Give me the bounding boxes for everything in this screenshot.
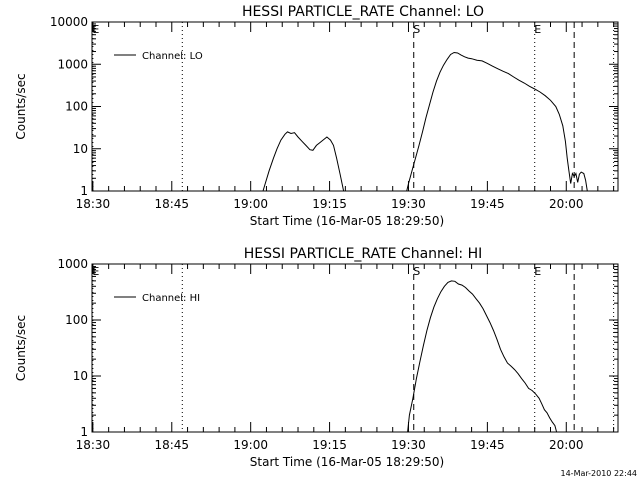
- x-axis-label-hi: Start Time (16-Mar-05 18:29:50): [250, 455, 444, 469]
- panel-lo: HESSI PARTICLE_RATE Channel: LO Counts/se…: [14, 4, 619, 228]
- y-tick-label-lo: 10: [73, 142, 88, 156]
- x-tick-label-hi: 20:00: [549, 438, 584, 452]
- x-tick-label-hi: 19:15: [312, 438, 347, 452]
- x-tick-label-lo: 19:15: [312, 197, 347, 211]
- y-axis-label-lo: Counts/sec: [14, 73, 28, 139]
- marker-label-lo: E: [534, 23, 541, 36]
- x-tick-label-hi: 18:45: [154, 438, 189, 452]
- marker-label-hi: S: [413, 265, 420, 278]
- x-tick-label-lo: 19:30: [391, 197, 426, 211]
- y-tick-label-lo: 10000: [50, 15, 88, 29]
- chart-title-hi: HESSI PARTICLE_RATE Channel: HI: [244, 246, 482, 262]
- legend-label-lo: Channel: LO: [142, 51, 203, 62]
- x-tick-label-hi: 18:30: [76, 438, 111, 452]
- y-tick-label-lo: 1: [80, 184, 88, 198]
- x-tick-label-lo: 18:30: [76, 197, 111, 211]
- series-line-hi: [407, 280, 558, 433]
- y-tick-label-hi: 100: [65, 313, 88, 327]
- marker-label-hi: E: [534, 265, 541, 278]
- y-tick-label-hi: 1000: [57, 257, 88, 271]
- y-tick-label-hi: 1: [80, 425, 88, 439]
- series-line-lo: [406, 51, 588, 192]
- marker-label-lo: E: [92, 23, 99, 36]
- plot-frame-lo: [91, 21, 619, 192]
- x-tick-label-lo: 20:00: [549, 197, 584, 211]
- x-tick-label-lo: 18:45: [154, 197, 189, 211]
- marker-label-lo: S: [413, 23, 420, 36]
- x-tick-label-lo: 19:00: [233, 197, 268, 211]
- panel-hi: HESSI PARTICLE_RATE Channel: HI Counts/se…: [14, 246, 619, 469]
- marker-label-hi: E: [92, 265, 99, 278]
- plot-frame-hi: [91, 263, 619, 433]
- timestamp: 14-Mar-2010 22:44: [561, 469, 638, 478]
- y-tick-label-lo: 1000: [57, 57, 88, 71]
- legend-label-hi: Channel: HI: [142, 293, 200, 304]
- y-tick-label-hi: 10: [73, 369, 88, 383]
- series-line-lo: [262, 131, 345, 192]
- x-tick-label-hi: 19:00: [233, 438, 268, 452]
- y-tick-label-lo: 100: [65, 100, 88, 114]
- y-axis-label-hi: Counts/sec: [14, 315, 28, 381]
- x-tick-label-hi: 19:45: [470, 438, 505, 452]
- chart-title-lo: HESSI PARTICLE_RATE Channel: LO: [242, 4, 484, 20]
- x-tick-label-hi: 19:30: [391, 438, 426, 452]
- x-tick-label-lo: 19:45: [470, 197, 505, 211]
- x-axis-label-lo: Start Time (16-Mar-05 18:29:50): [250, 214, 444, 228]
